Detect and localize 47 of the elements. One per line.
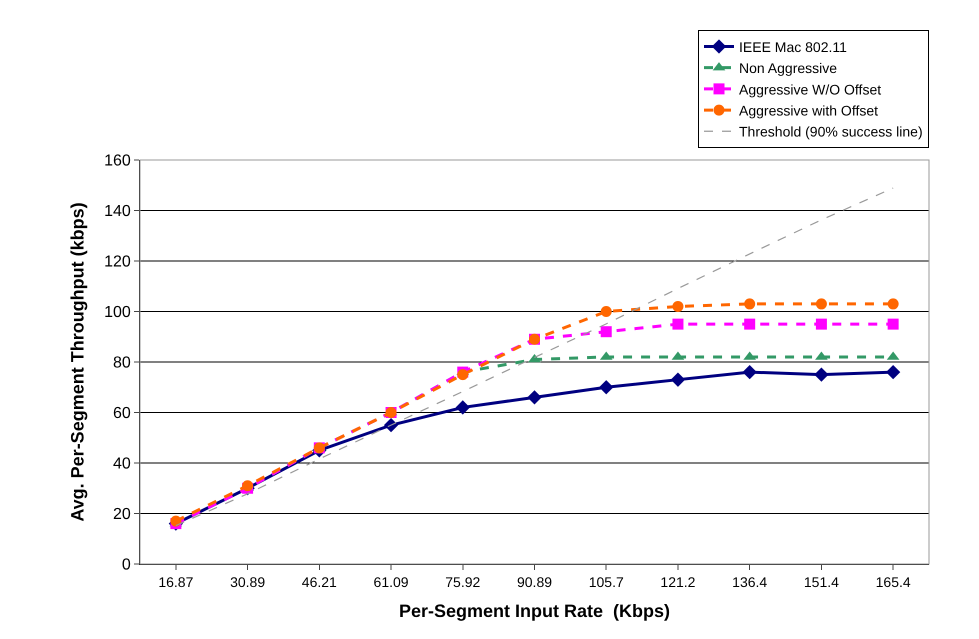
point [170,516,182,527]
legend-label: Threshold (90% success line) [739,124,923,140]
point [600,306,612,317]
point [600,326,612,338]
legend-label: Aggressive with Offset [739,102,878,119]
point [599,380,614,394]
y-tick-label: 40 [113,456,131,473]
x-tick-label: 105.7 [588,574,624,590]
x-tick-label: 46.21 [302,574,338,590]
y-tick-label: 0 [122,556,131,574]
point [457,369,468,380]
point [816,298,827,310]
y-tick-label: 80 [113,354,131,372]
point [744,318,756,330]
point [670,372,686,387]
point [816,318,827,330]
x-tick-label: 151.4 [804,574,840,590]
point [814,367,829,382]
y-axis-title: Avg. Per-Segment Throughput (kbps) [67,202,88,522]
point [672,300,684,312]
x-tick-label: 136.4 [732,574,768,590]
y-tick-label: 140 [104,203,131,220]
y-tick-label: 100 [104,304,131,322]
x-tick-label: 16.87 [158,574,194,590]
y-tick-label: 160 [104,152,131,170]
point [456,400,470,415]
point [527,390,542,404]
x-tick-label: 121.2 [660,574,696,590]
x-tick-label: 30.89 [230,574,266,590]
point [742,364,757,380]
legend-label: Non Aggressive [739,60,838,76]
y-tick-label: 60 [113,405,131,422]
point [242,480,254,492]
x-tick-label: 61.09 [374,574,409,590]
legend-label: Aggressive W/O Offset [739,81,882,98]
x-tick-label: 165.4 [876,574,911,590]
point [744,298,756,310]
x-axis-title: Per-Segment Input Rate (Kbps) [398,600,670,621]
y-tick-label: 120 [104,254,131,271]
point [888,298,899,310]
x-tick-label: 90.89 [516,574,552,590]
y-tick-label: 20 [113,506,131,524]
point [888,318,899,330]
point [886,364,900,380]
x-tick-label: 75.92 [445,574,480,590]
point [672,318,684,330]
legend-label: IEEE Mac 802.11 [739,38,848,55]
